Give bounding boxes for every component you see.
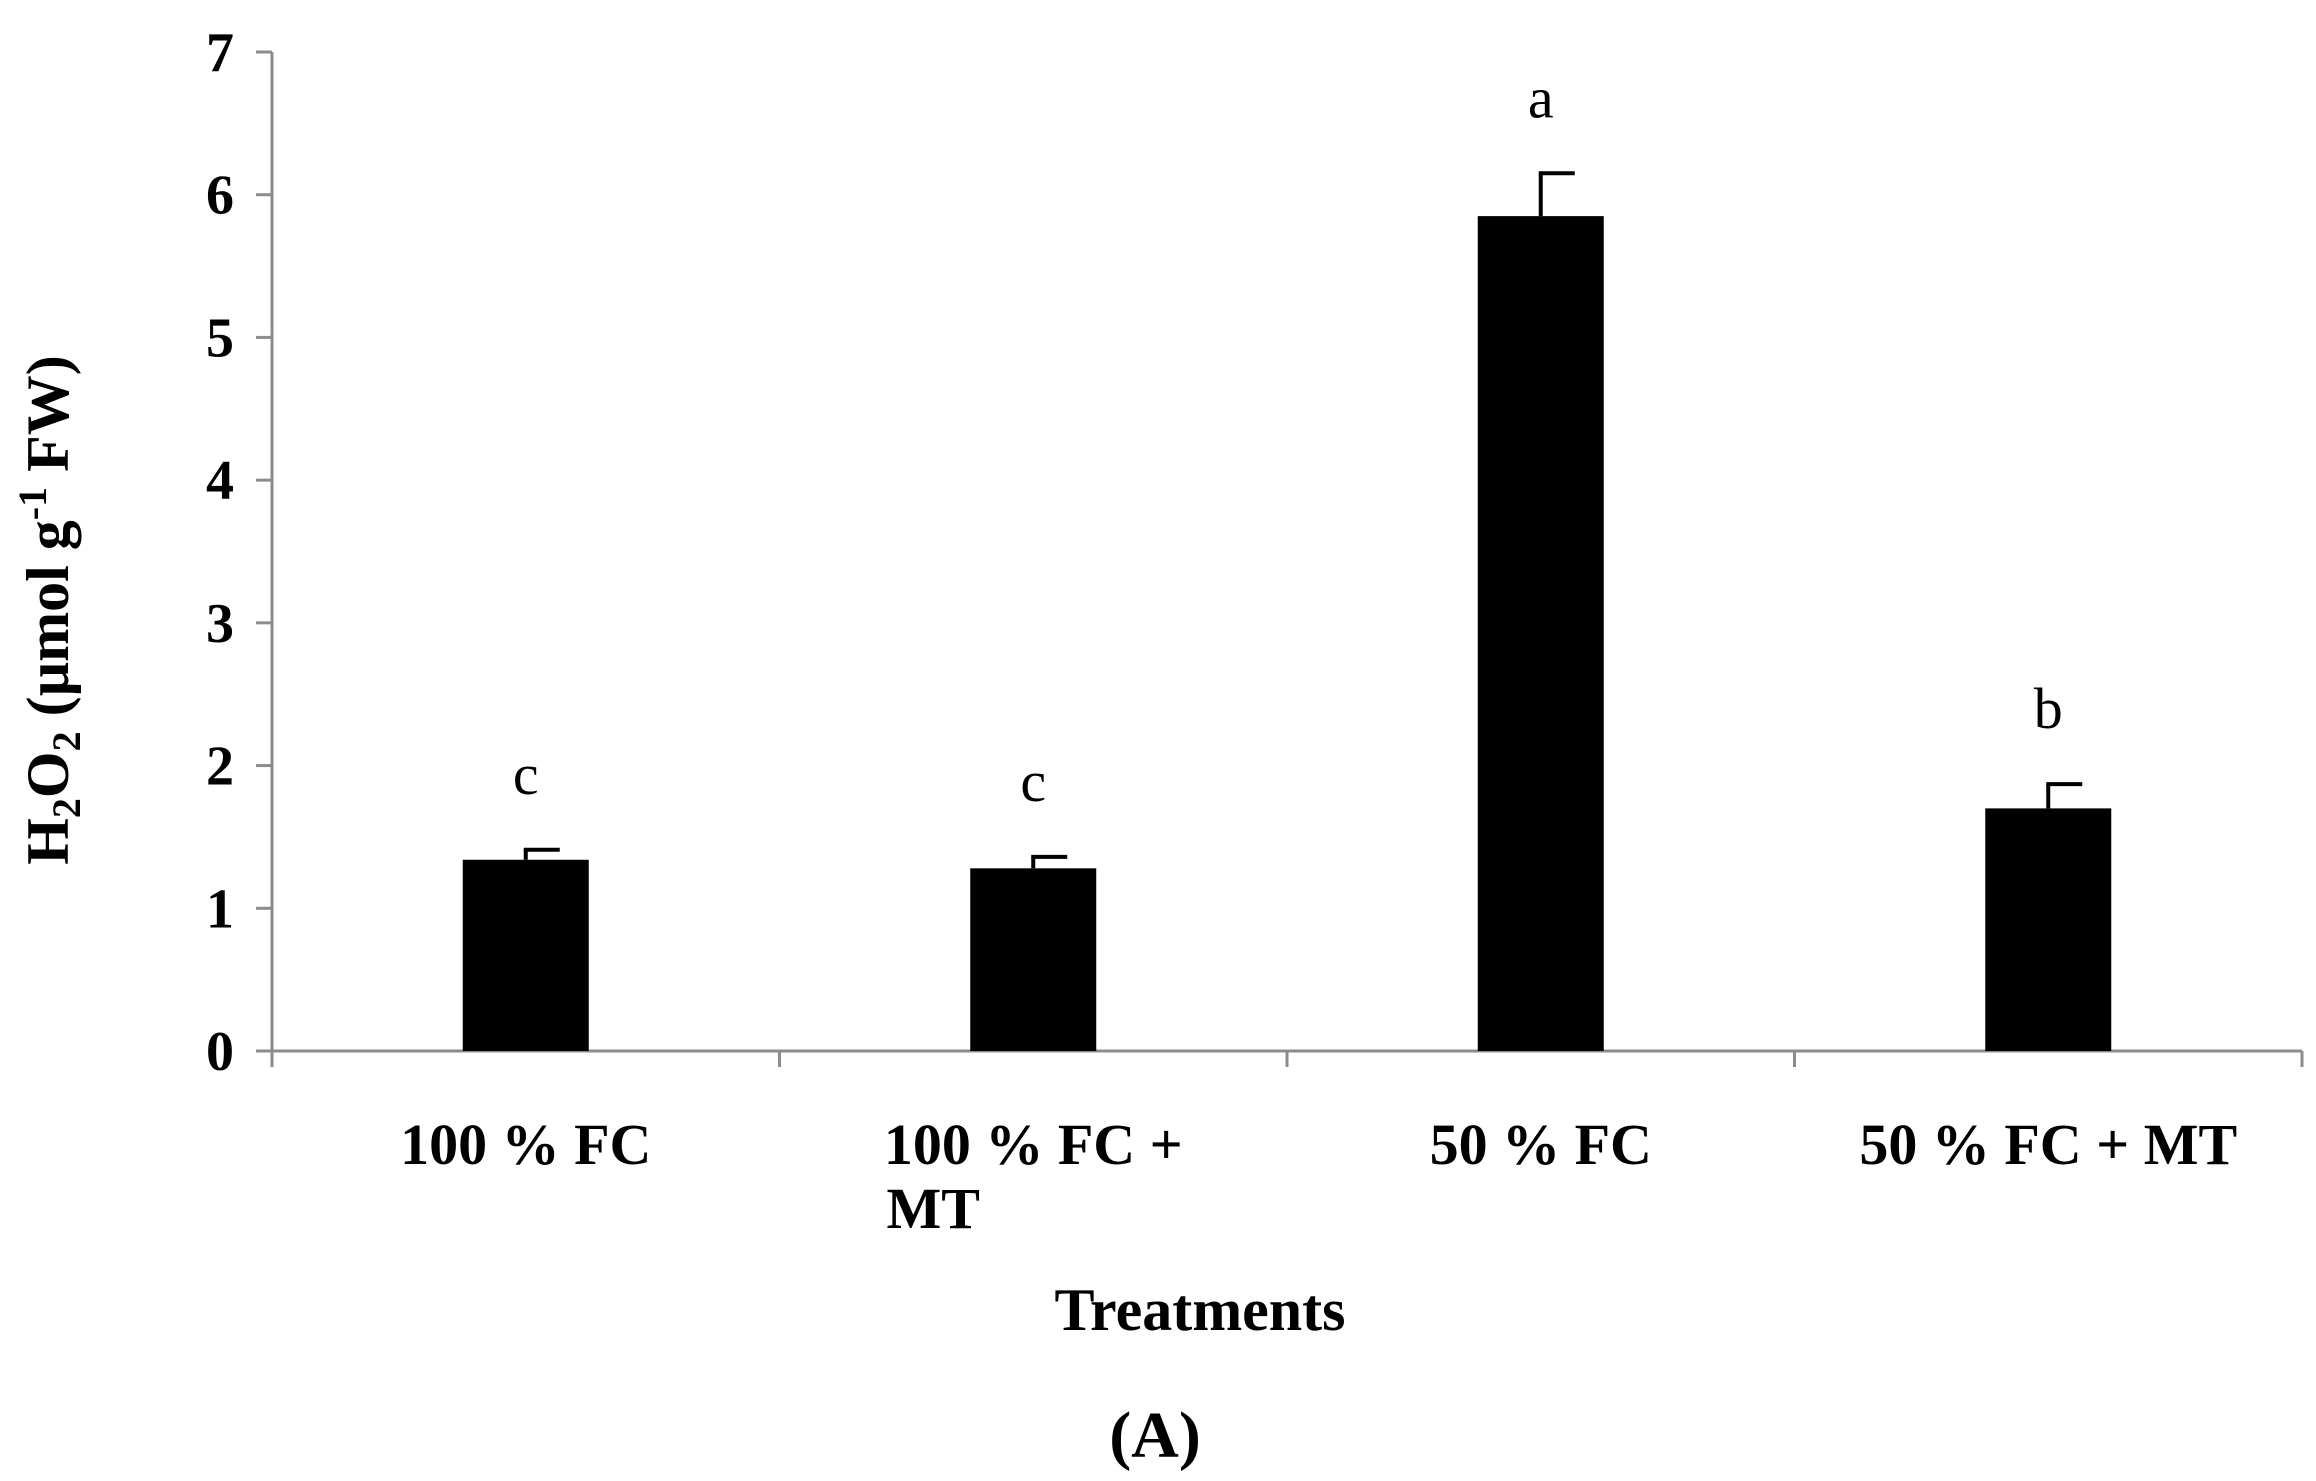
- y-tick-label: 7: [206, 22, 234, 84]
- y-tick-label: 5: [206, 307, 234, 369]
- significance-letter: c: [1020, 749, 1046, 814]
- y-axis-title-part: FW): [15, 355, 81, 487]
- panel-label: (A): [1109, 1399, 1201, 1472]
- x-tick-label-line: 100 % FC: [400, 1112, 651, 1177]
- y-tick-label: 3: [206, 593, 234, 655]
- x-axis: [270, 1049, 2304, 1067]
- y-axis-title-part: (µmol g: [15, 520, 81, 731]
- y-tick-label: 1: [206, 878, 234, 940]
- bars-group: c c a b: [462, 65, 2112, 1051]
- significance-letter: a: [1528, 65, 1554, 130]
- x-axis-title: Treatments: [1054, 1277, 1345, 1343]
- y-axis-title: H2O2 (µmol g-1 FW): [10, 355, 89, 865]
- bar: [1985, 808, 2112, 1051]
- bar: [970, 868, 1097, 1051]
- y-tick-label: 4: [206, 450, 234, 512]
- x-tick-label-line: 100 % FC +: [884, 1112, 1183, 1177]
- x-tick-label: 50 % FC + MT: [1859, 1112, 2237, 1177]
- bar: [462, 859, 589, 1051]
- x-tick-label: 50 % FC: [1430, 1112, 1652, 1177]
- significance-letter: b: [2034, 676, 2063, 741]
- category-labels: 100 % FC 100 % FC + MT 50 % FC 50 % FC + MT: [400, 1112, 2237, 1241]
- y-axis-title-part: O: [15, 751, 81, 798]
- x-tick-label-line: MT: [887, 1176, 980, 1241]
- y-axis: 0 1 2 3 4 5 6 7: [206, 22, 274, 1083]
- y-axis-title-part: 2: [44, 798, 89, 818]
- x-tick-label: 100 % FC + MT: [884, 1112, 1183, 1241]
- y-axis-title-part: H: [15, 818, 81, 865]
- y-axis-title-part: -1: [10, 487, 55, 520]
- x-tick-label: 100 % FC: [400, 1112, 651, 1177]
- y-axis-title-part: 2: [44, 731, 89, 751]
- y-tick-label: 0: [206, 1021, 234, 1083]
- y-tick-label: 2: [206, 736, 234, 798]
- significance-letter: c: [513, 742, 539, 807]
- x-tick-label-line: 50 % FC + MT: [1859, 1112, 2237, 1177]
- bar: [1477, 216, 1604, 1051]
- x-tick-label-line: 50 % FC: [1430, 1112, 1652, 1177]
- y-tick-label: 6: [206, 165, 234, 227]
